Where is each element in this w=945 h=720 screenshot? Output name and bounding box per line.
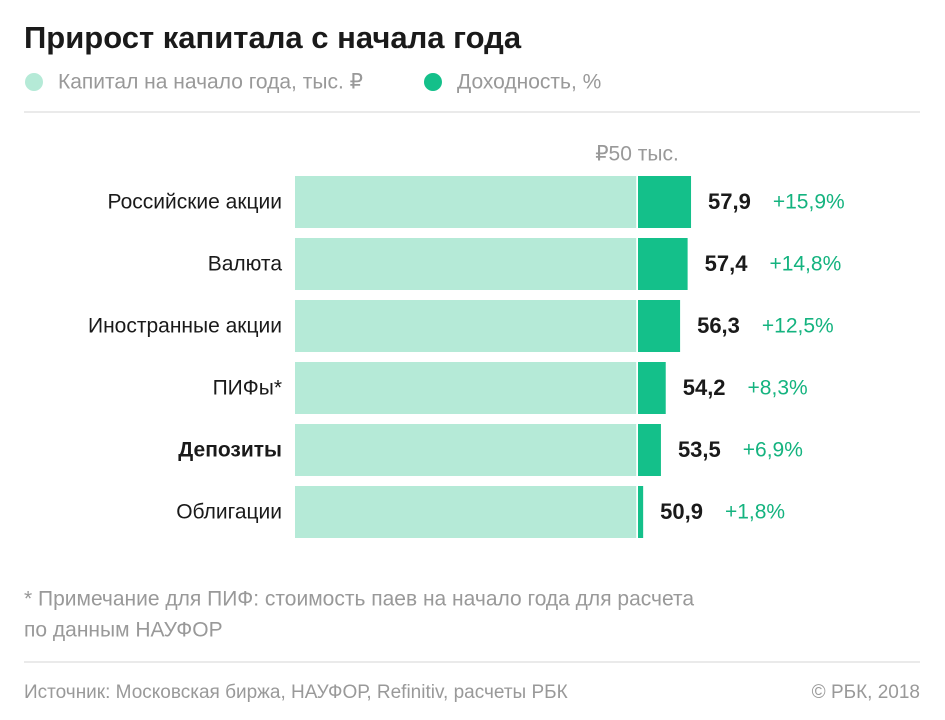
bar-gain — [638, 238, 688, 290]
return-label: +1,8% — [725, 501, 785, 524]
legend-label: Капитал на начало года, тыс. ₽ — [58, 71, 363, 94]
note: по данным НАУФОР — [24, 619, 223, 642]
category-label: Депозиты — [178, 439, 282, 462]
legend-swatch — [25, 73, 43, 91]
total-label: 53,5 — [678, 437, 721, 462]
bar-base — [295, 238, 637, 290]
return-label: +8,3% — [748, 377, 808, 400]
note: * Примечание для ПИФ: стоимость паев на … — [24, 588, 694, 611]
bar-base — [295, 300, 637, 352]
bar-base — [295, 176, 637, 228]
category-label: Российские акции — [107, 191, 282, 214]
total-label: 50,9 — [660, 499, 703, 524]
total-label: 57,9 — [708, 189, 751, 214]
bar-gain — [638, 300, 681, 352]
return-label: +6,9% — [743, 439, 803, 462]
bar-base — [295, 486, 637, 538]
total-label: 56,3 — [697, 313, 740, 338]
category-label: Облигации — [176, 501, 282, 524]
total-label: 54,2 — [683, 375, 726, 400]
bar-gain — [638, 486, 644, 538]
bar-base — [295, 424, 637, 476]
return-label: +15,9% — [773, 191, 845, 214]
category-label: Валюта — [208, 253, 283, 276]
x-tick-label: ₽50 тыс. — [595, 143, 679, 166]
bar-gain — [638, 424, 661, 476]
legend-label: Доходность, % — [457, 71, 601, 94]
source: Источник: Московская биржа, НАУФОР, Refi… — [24, 682, 568, 703]
bar-gain — [638, 362, 666, 414]
category-label: ПИФы* — [213, 377, 282, 400]
return-label: +14,8% — [769, 253, 841, 276]
bar-gain — [638, 176, 692, 228]
bar-base — [295, 362, 637, 414]
category-label: Иностранные акции — [88, 315, 282, 338]
legend-swatch — [423, 73, 442, 91]
return-label: +12,5% — [762, 315, 834, 338]
chart-title: Прирост капитала с начала года — [24, 20, 522, 55]
total-label: 57,4 — [705, 251, 749, 276]
copyright: © РБК, 2018 — [812, 682, 920, 703]
